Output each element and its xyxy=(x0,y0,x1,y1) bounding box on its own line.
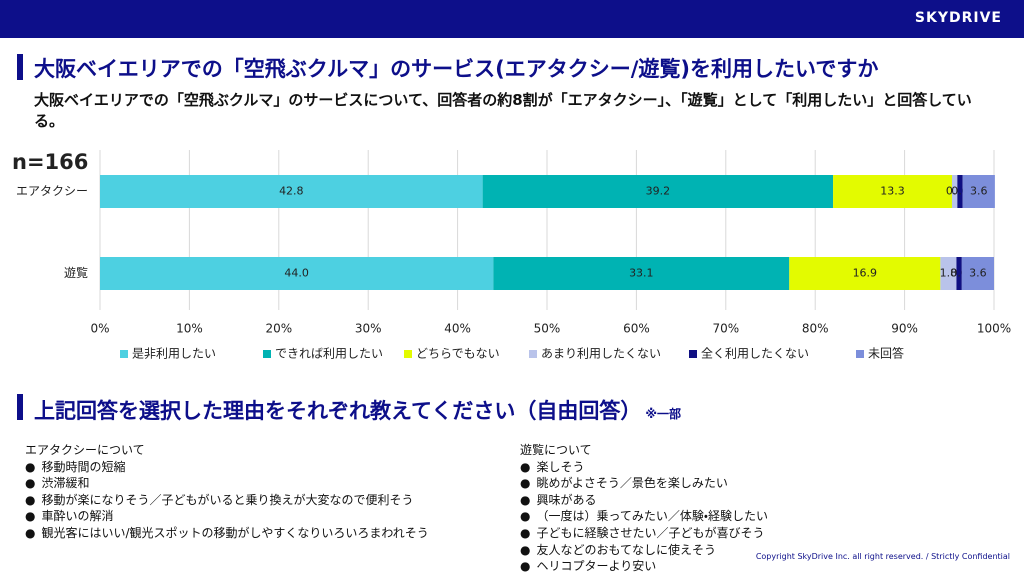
reason-item: 興味がある xyxy=(520,492,768,509)
bar-segment xyxy=(940,257,957,290)
data-label: 16.9 xyxy=(853,267,878,280)
top-bar: SKYDRIVE xyxy=(0,0,1024,38)
reason-item: 楽しそう xyxy=(520,459,768,476)
data-label: 3.6 xyxy=(970,185,988,198)
x-tick-label: 90% xyxy=(891,322,918,336)
section-note: ※一部 xyxy=(645,407,681,421)
title-marker xyxy=(17,54,23,80)
data-label: 42.8 xyxy=(279,185,304,198)
bar-segment xyxy=(951,175,958,208)
logo: SKYDRIVE xyxy=(914,10,1002,26)
reason-item: （一度は）乗ってみたい／体験・経験したい xyxy=(520,508,767,525)
legend-swatch xyxy=(856,350,864,358)
legend-label: 全く利用したくない xyxy=(701,347,809,361)
section-marker xyxy=(17,394,23,420)
legend-swatch xyxy=(263,350,271,358)
x-tick-label: 10% xyxy=(176,322,203,336)
legend-label: どちらでもない xyxy=(416,347,500,361)
legend-swatch xyxy=(529,350,537,358)
x-tick-label: 40% xyxy=(444,322,471,336)
bar-segment xyxy=(482,175,834,208)
y-tick-label: エアタクシー xyxy=(16,184,88,198)
reason-column: 遊覧について楽しそう眺めがよさそう／景色を楽しみたい興味がある（一度は）乗ってみ… xyxy=(520,442,768,575)
bar-segment xyxy=(956,257,962,290)
x-tick-label: 70% xyxy=(712,322,739,336)
reason-item: 子どもに経験させたい／子どもが喜びそう xyxy=(520,525,768,542)
bar-segment xyxy=(789,257,941,290)
reason-item: 移動時間の短縮 xyxy=(25,459,429,476)
data-label: 33.1 xyxy=(629,267,654,280)
legend-label: 未回答 xyxy=(868,346,904,361)
legend-label: あまり利用したくない xyxy=(541,347,661,361)
sample-size: n=166 xyxy=(12,150,88,174)
chart: n=166 0% 10% 20% 30% 40% 50% 60% 70% 80% 90% 100% エ… xyxy=(12,150,1011,361)
x-tick-label: 80% xyxy=(802,322,829,336)
legend-label: できれば利用したい xyxy=(275,347,383,361)
data-label: 44.0 xyxy=(284,267,309,280)
bar-segment xyxy=(100,257,494,290)
reason-list: 移動時間の短縮渋滞緩和移動が楽になりそう／子どもがいると乗り換えが大変なので便利… xyxy=(25,459,429,542)
x-tick-label: 60% xyxy=(623,322,650,336)
reason-column: エアタクシーについて移動時間の短縮渋滞緩和移動が楽になりそう／子どもがいると乗り… xyxy=(25,442,429,542)
reason-item: 車酔いの解消 xyxy=(25,508,429,525)
reason-item: 移動が楽になりそう／子どもがいると乗り換えが大変なので便利そう xyxy=(25,492,429,509)
bar-segment xyxy=(962,175,995,208)
column-heading: 遊覧について xyxy=(520,443,592,457)
x-tick-label: 100% xyxy=(977,322,1011,336)
data-label: 3.6 xyxy=(969,267,987,280)
data-label: 39.2 xyxy=(646,185,671,198)
data-label: 13.3 xyxy=(880,185,905,198)
section-title: 上記回答を選択した理由をそれぞれ教えてください（自由回答） ※一部 xyxy=(34,395,681,425)
column-heading: エアタクシーについて xyxy=(25,443,145,457)
reason-item: 眺めがよさそう／景色を楽しみたい xyxy=(520,475,768,492)
legend-swatch xyxy=(120,350,128,358)
legend-swatch xyxy=(404,350,412,358)
bar-segment xyxy=(100,175,483,208)
legend-swatch xyxy=(689,350,697,358)
reason-item: 渋滞緩和 xyxy=(25,475,429,492)
bar-segment xyxy=(493,257,790,290)
bar-segment xyxy=(833,175,952,208)
subtitle: 大阪ベイエリアでの「空飛ぶクルマ」のサービスについて、回答者の約8割が「エアタク… xyxy=(34,91,972,130)
title: 大阪ベイエリアでの「空飛ぶクルマ」のサービス(エアタクシー/遊覧)を利用したいで… xyxy=(34,57,879,81)
bar-segment xyxy=(957,175,963,208)
x-tick-label: 20% xyxy=(265,322,292,336)
reason-item: 観光客にはいい/観光スポットの移動がしやすくなりいろいろまわれそう xyxy=(25,525,428,542)
data-label: 1.8 xyxy=(940,267,958,280)
footer: Copyright SkyDrive Inc. all right reserv… xyxy=(755,552,1010,561)
reason-item: 友人などのおもてなしに使えそう xyxy=(520,542,768,559)
reason-list: 楽しそう眺めがよさそう／景色を楽しみたい興味がある（一度は）乗ってみたい／体験・… xyxy=(520,459,768,575)
x-tick-label: 50% xyxy=(534,322,561,336)
reason-item: ヘリコプターより安い xyxy=(520,558,768,575)
x-tick-label: 30% xyxy=(355,322,382,336)
x-tick-label: 0% xyxy=(90,322,109,336)
legend-label: 是非利用したい xyxy=(132,347,216,361)
bar-segment xyxy=(961,257,994,290)
section-title-text: 上記回答を選択した理由をそれぞれ教えてください（自由回答） xyxy=(34,399,642,423)
y-tick-label: 遊覧 xyxy=(64,266,88,280)
